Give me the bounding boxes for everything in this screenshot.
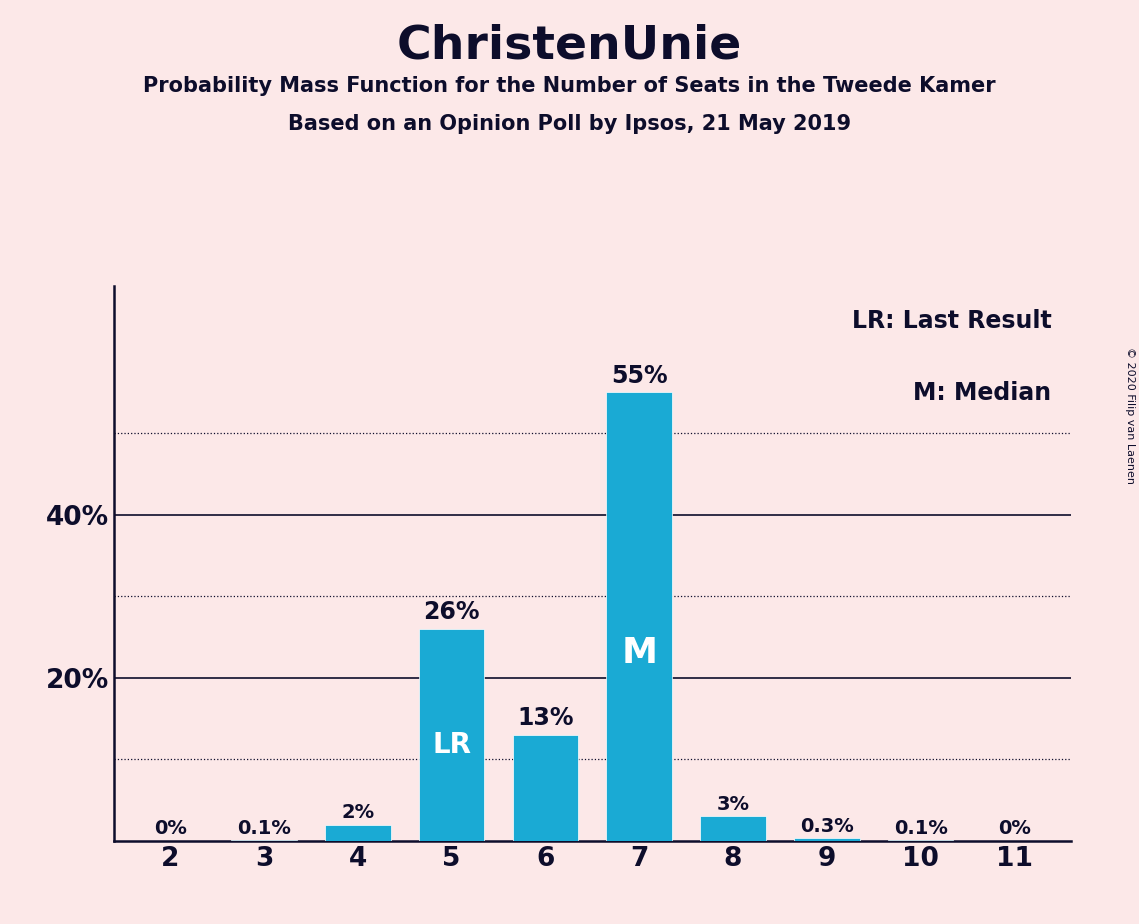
Bar	[325, 824, 391, 841]
Text: 0%: 0%	[998, 820, 1031, 838]
Text: 2%: 2%	[342, 803, 375, 822]
Text: ChristenUnie: ChristenUnie	[396, 23, 743, 68]
Bar	[419, 629, 484, 841]
Text: 0%: 0%	[154, 820, 187, 838]
Bar	[700, 817, 765, 841]
Bar	[606, 393, 672, 841]
Text: LR: LR	[432, 732, 472, 760]
Text: 26%: 26%	[424, 600, 480, 624]
Text: Probability Mass Function for the Number of Seats in the Tweede Kamer: Probability Mass Function for the Number…	[144, 76, 995, 96]
Text: M: Median: M: Median	[913, 381, 1051, 405]
Text: 13%: 13%	[517, 706, 574, 730]
Bar	[794, 838, 860, 841]
Text: © 2020 Filip van Laenen: © 2020 Filip van Laenen	[1125, 347, 1134, 484]
Text: M: M	[621, 636, 657, 670]
Text: 0.1%: 0.1%	[237, 819, 290, 837]
Text: 0.1%: 0.1%	[894, 819, 948, 837]
Text: 0.3%: 0.3%	[800, 817, 853, 836]
Text: 55%: 55%	[611, 363, 667, 387]
Text: Based on an Opinion Poll by Ipsos, 21 May 2019: Based on an Opinion Poll by Ipsos, 21 Ma…	[288, 114, 851, 134]
Text: LR: Last Result: LR: Last Result	[852, 309, 1051, 333]
Text: 3%: 3%	[716, 795, 749, 814]
Bar	[513, 735, 579, 841]
